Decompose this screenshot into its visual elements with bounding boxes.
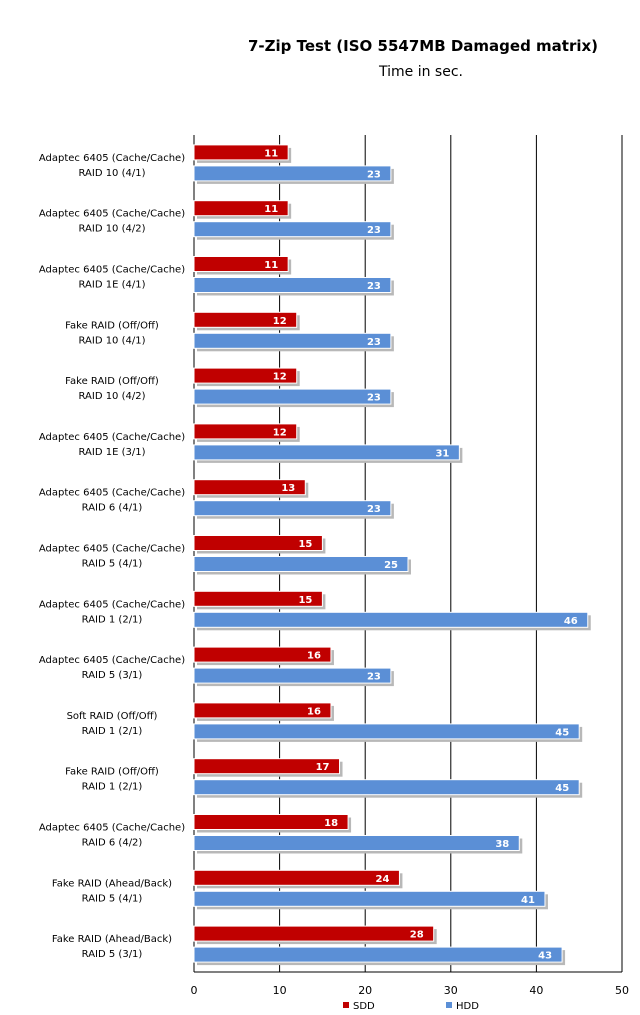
x-tick-label: 50 <box>615 984 629 997</box>
data-label: 43 <box>538 951 552 962</box>
category-label: Adaptec 6405 (Cache/Cache) RAID 10 (4/1) <box>39 153 185 179</box>
category-label: Adaptec 6405 (Cache/Cache) RAID 5 (3/1) <box>39 655 185 681</box>
category-label: Adaptec 6405 (Cache/Cache) RAID 1E (4/1) <box>39 265 185 291</box>
data-label: 23 <box>367 393 381 404</box>
category-label: Adaptec 6405 (Cache/Cache) RAID 5 (4/1) <box>39 544 185 570</box>
bar-sdd <box>193 256 289 272</box>
legend: SDD HDD <box>343 1001 479 1012</box>
data-label: 45 <box>555 783 569 794</box>
category-label: Fake RAID (Ahead/Back) RAID 5 (4/1) <box>52 878 172 904</box>
category-label: Fake RAID (Off/Off) RAID 10 (4/2) <box>65 376 159 402</box>
category-label: Adaptec 6405 (Cache/Cache) RAID 10 (4/2) <box>39 209 185 235</box>
chart-subtitle: Time in sec. <box>378 64 463 80</box>
bar-hdd <box>193 723 580 740</box>
bar-sdd <box>193 758 341 775</box>
legend-label-hdd: HDD <box>456 1001 479 1012</box>
bar-sdd <box>193 479 306 496</box>
data-label: 24 <box>376 874 390 885</box>
x-tick-label: 30 <box>444 984 458 997</box>
data-label: 12 <box>273 427 287 438</box>
data-label: 46 <box>564 616 578 627</box>
chart-title: 7-Zip Test (ISO 5547MB Damaged matrix) <box>248 37 598 55</box>
data-label: 11 <box>264 148 278 159</box>
x-tick-label: 0 <box>191 984 198 997</box>
data-label: 16 <box>307 651 321 662</box>
bar-hdd <box>193 500 392 517</box>
bar-hdd <box>193 835 520 851</box>
category-label: Adaptec 6405 (Cache/Cache) RAID 6 (4/1) <box>39 488 185 514</box>
data-label: 25 <box>384 560 398 571</box>
bar-hdd <box>193 946 563 963</box>
data-label: 31 <box>435 448 449 459</box>
data-label: 18 <box>324 818 338 829</box>
data-label: 17 <box>316 762 330 773</box>
data-label: 23 <box>367 337 381 348</box>
bar-hdd <box>193 556 409 572</box>
category-label: Adaptec 6405 (Cache/Cache) RAID 1E (3/1) <box>39 432 185 458</box>
bar-hdd <box>193 890 546 907</box>
data-label: 13 <box>281 483 295 494</box>
data-label: 12 <box>273 372 287 383</box>
data-label: 23 <box>367 169 381 180</box>
data-label: 41 <box>521 895 535 906</box>
bar-hdd <box>193 332 392 349</box>
data-label: 23 <box>367 281 381 292</box>
bar-sdd <box>193 646 332 663</box>
bar-hdd <box>193 667 392 684</box>
data-label: 11 <box>264 260 278 271</box>
data-label: 23 <box>367 225 381 236</box>
bar-hdd <box>193 165 392 182</box>
bar-sdd <box>193 869 400 886</box>
category-label: Fake RAID (Off/Off) RAID 1 (2/1) <box>65 767 159 793</box>
bar-hdd <box>193 444 460 461</box>
data-label: 38 <box>495 839 509 850</box>
data-label: 16 <box>307 706 321 717</box>
bar-sdd <box>193 423 298 440</box>
category-label: Soft RAID (Off/Off) RAID 1 (2/1) <box>67 711 158 737</box>
bar-sdd <box>193 311 298 328</box>
bar-sdd <box>193 535 323 551</box>
bar-sdd <box>193 200 289 217</box>
category-label: Fake RAID (Ahead/Back) RAID 5 (3/1) <box>52 934 172 960</box>
x-tick-label: 10 <box>273 984 287 997</box>
bar-hdd <box>193 611 589 628</box>
bar-hdd <box>193 388 392 405</box>
x-tick-label: 40 <box>529 984 543 997</box>
bar-sdd <box>193 814 349 830</box>
bar-sdd <box>193 925 435 942</box>
legend-label-sdd: SDD <box>353 1001 375 1012</box>
bar-sdd <box>193 702 332 719</box>
bar-hdd <box>193 779 580 796</box>
plot-area: 0 10 20 30 40 50 Adaptec 6405 (Cache/Cache) RAI… <box>39 135 629 997</box>
legend-swatch-hdd <box>446 1002 452 1008</box>
x-tick-label: 20 <box>358 984 372 997</box>
bar-sdd <box>193 590 323 607</box>
data-label: 45 <box>555 727 569 738</box>
data-label: 23 <box>367 504 381 515</box>
bar-hdd <box>193 277 392 293</box>
legend-swatch-sdd <box>343 1002 349 1008</box>
data-label: 15 <box>298 595 312 606</box>
data-label: 23 <box>367 672 381 683</box>
bar-hdd <box>193 221 392 238</box>
category-label: Fake RAID (Off/Off) RAID 10 (4/1) <box>65 320 159 346</box>
data-label: 28 <box>410 930 424 941</box>
bar-sdd <box>193 144 289 161</box>
data-label: 11 <box>264 204 278 215</box>
data-label: 15 <box>298 539 312 550</box>
data-label: 12 <box>273 316 287 327</box>
category-label: Adaptec 6405 (Cache/Cache) RAID 1 (2/1) <box>39 599 185 625</box>
bar-sdd <box>193 367 298 384</box>
category-label: Adaptec 6405 (Cache/Cache) RAID 6 (4/2) <box>39 823 185 849</box>
